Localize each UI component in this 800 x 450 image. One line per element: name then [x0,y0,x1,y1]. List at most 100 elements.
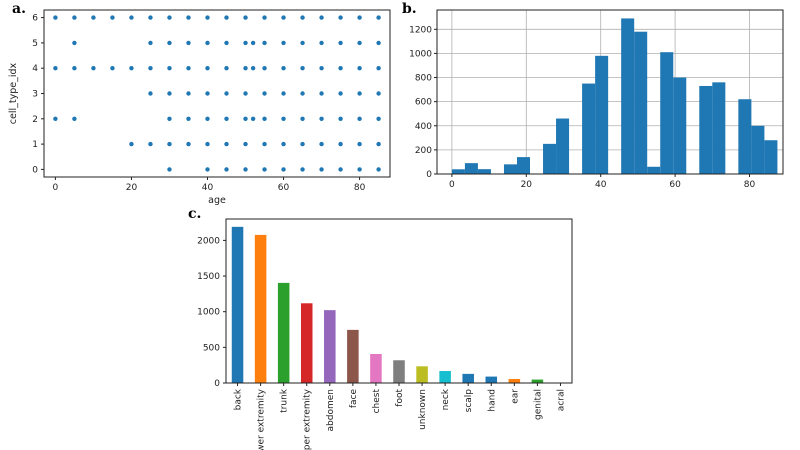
scatter-point [224,91,229,96]
scatter-point [300,167,305,172]
scatter-point [243,65,248,71]
scatter-point [91,65,96,71]
y-tick-label: 3 [32,90,38,100]
x-tick-label: trunk [280,388,290,413]
scatter-point [72,40,77,46]
x-tick-label: foot [395,389,405,407]
scatter-point [72,116,77,122]
x-tick-label: 40 [595,180,607,190]
y-tick-label: 4 [32,64,38,74]
scatter-point [205,91,210,96]
scatter-point [262,116,267,122]
y-tick-label: 400 [415,122,432,132]
y-tick-label: 6 [32,14,38,24]
scatter-point [167,167,172,172]
localization-bar-chart: back lower extremity trunk upper extremity a… [197,218,573,450]
bar [300,303,313,383]
x-tick-label: 60 [669,180,681,190]
scatter-point [167,15,172,20]
histogram-bar [647,166,661,174]
histogram-bar [634,31,648,174]
y-tick-label: 200 [415,146,432,156]
y-tick-label: 2000 [197,236,220,246]
scatter-point [357,65,362,71]
scatter-point [319,116,324,122]
y-tick-label: 5 [32,39,38,49]
panel-a-letter: a. [12,1,26,17]
scatter-point [376,65,381,71]
y-tick-label: 1 [32,140,38,150]
bar [462,373,474,383]
scatter-point [91,15,96,20]
scatter-point [224,40,229,46]
histogram-bar [503,164,517,174]
y-tick-label: 1200 [409,25,432,35]
scatter-point [243,15,248,20]
scatter-point [53,15,58,20]
x-tick-label: scalp [464,389,474,413]
y-axis-label: cell_type_idx [8,62,19,124]
scatter-point [357,141,362,147]
scatter-point [319,65,324,71]
scatter-point [338,141,343,147]
histogram-bar [738,99,752,174]
scatter-point [72,15,77,20]
x-tick-label: 20 [521,180,533,190]
bar [439,371,451,383]
panel-c-letter: c. [188,206,201,222]
x-tick-label: back [234,388,244,410]
scatter-point [224,116,229,122]
scatter-point [338,116,343,122]
scatter-point [281,141,286,147]
scatter-point [250,40,256,46]
scatter-point [262,167,267,172]
scatter-point [300,65,305,71]
scatter-point [167,141,172,147]
scatter-point [148,65,153,71]
scatter-point [205,15,210,20]
scatter-point [148,141,153,147]
histogram-bar [699,85,713,174]
bar [254,234,267,383]
scatter-point [72,65,77,71]
histogram-bar [660,52,674,174]
scatter-point [338,91,343,96]
histogram-bar [543,143,557,174]
y-tick-label: 0 [426,170,432,180]
x-tick-label: 80 [354,183,366,193]
bar [508,379,521,383]
scatter-point [376,91,381,96]
y-tick-label: 2 [32,115,38,125]
scatter-point [281,167,286,172]
histogram-bar [464,163,478,174]
histogram-bar [582,83,596,174]
x-tick-label: 40 [202,183,214,193]
scatter-point [186,15,191,20]
x-tick-label: unknown [418,389,428,430]
scatter-point [243,167,248,172]
scatter-point [148,40,153,46]
scatter-point [53,116,58,122]
scatter-point [338,40,343,46]
x-axis-label: age [208,195,226,206]
scatter-point [376,40,381,46]
histogram-bar [712,82,726,174]
scatter-point [262,65,267,71]
plot-frame [225,218,573,384]
y-tick-label: 600 [415,98,432,108]
x-tick-label: chest [372,389,382,414]
scatter-point [148,91,153,96]
scatter-point [262,15,267,20]
scatter-point [167,91,172,96]
y-tick-label: 0 [32,165,38,175]
scatter-point [205,40,210,46]
x-tick-label: lower extremity [257,388,267,450]
scatter-point [376,15,381,20]
scatter-point [357,40,362,46]
scatter-point [319,40,324,46]
x-tick-label: abdomen [326,389,336,431]
scatter-point [319,141,324,147]
scatter-point [300,116,305,122]
